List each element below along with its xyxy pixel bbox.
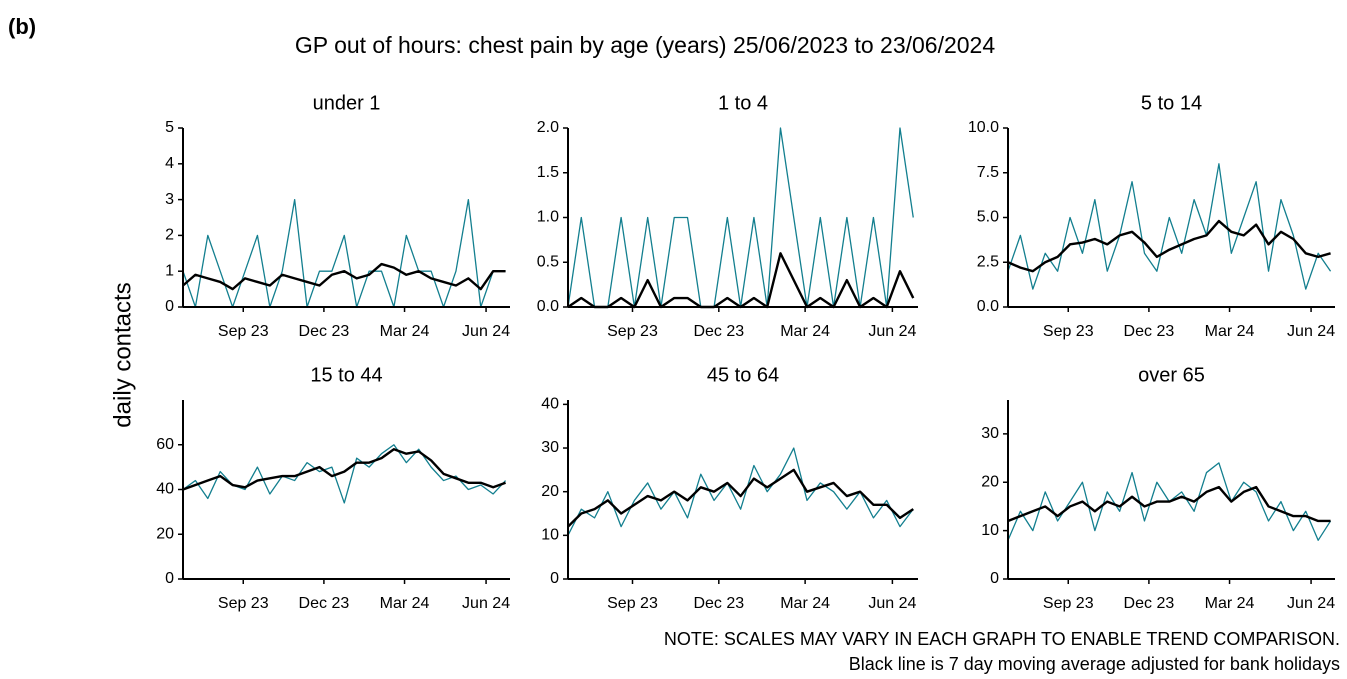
y-tick-label: 40 xyxy=(156,481,174,498)
y-tick-label: 60 xyxy=(156,436,174,453)
y-tick-label: 20 xyxy=(981,473,999,490)
x-tick-label: Mar 24 xyxy=(1205,595,1255,612)
note: NOTE: SCALES MAY VARY IN EACH GRAPH TO E… xyxy=(664,629,1340,649)
daily-line xyxy=(1007,163,1332,290)
y-tick-label: 2.5 xyxy=(977,253,999,270)
x-tick-label: Mar 24 xyxy=(380,595,430,612)
y-axis-label: daily contacts xyxy=(109,282,136,427)
x-tick-label: Dec 23 xyxy=(1124,595,1175,612)
x-tick-label: Dec 23 xyxy=(693,595,744,612)
y-tick-label: 0.0 xyxy=(977,298,999,315)
panel-title: under 1 xyxy=(313,92,381,114)
x-tick-label: Mar 24 xyxy=(780,323,830,340)
x-tick-label: Dec 23 xyxy=(299,323,350,340)
x-tick-label: Sep 23 xyxy=(607,595,658,612)
y-tick-label: 20 xyxy=(156,525,174,542)
daily-line xyxy=(182,198,506,308)
y-tick-label: 7.5 xyxy=(977,164,999,181)
panel-title: 15 to 44 xyxy=(310,364,382,386)
average-line xyxy=(182,448,506,491)
x-tick-label: Mar 24 xyxy=(780,595,830,612)
daily-line xyxy=(182,444,507,504)
note: Black line is 7 day moving average adjus… xyxy=(849,654,1340,674)
x-tick-label: Dec 23 xyxy=(299,595,350,612)
y-tick-label: 2 xyxy=(165,227,174,244)
y-tick-label: 0 xyxy=(165,570,174,587)
panel-title: 5 to 14 xyxy=(1141,92,1202,114)
y-tick-label: 20 xyxy=(541,483,559,500)
y-tick-label: 1.0 xyxy=(537,209,559,226)
y-tick-label: 10 xyxy=(981,522,999,539)
y-tick-label: 0 xyxy=(990,570,999,587)
x-tick-label: Dec 23 xyxy=(1124,323,1175,340)
y-tick-label: 10.0 xyxy=(968,119,999,136)
daily-line xyxy=(567,447,914,536)
x-tick-label: Mar 24 xyxy=(1205,323,1255,340)
y-tick-label: 1 xyxy=(165,262,174,279)
y-tick-label: 0.5 xyxy=(537,253,559,270)
x-tick-label: Mar 24 xyxy=(380,323,430,340)
x-tick-label: Sep 23 xyxy=(1043,323,1094,340)
panel-title: 1 to 4 xyxy=(718,92,768,114)
y-tick-label: 30 xyxy=(541,439,559,456)
panel-title: 45 to 64 xyxy=(707,364,779,386)
y-tick-label: 3 xyxy=(165,191,174,208)
average-line xyxy=(567,468,914,528)
y-tick-label: 4 xyxy=(165,155,174,172)
x-tick-label: Jun 24 xyxy=(1287,323,1335,340)
average-line xyxy=(182,262,506,291)
x-tick-label: Jun 24 xyxy=(462,595,510,612)
y-tick-label: 0.0 xyxy=(537,298,559,315)
daily-line xyxy=(567,127,914,308)
y-tick-label: 5 xyxy=(165,119,174,136)
y-tick-label: 5.0 xyxy=(977,209,999,226)
x-tick-label: Jun 24 xyxy=(1287,595,1335,612)
average-line xyxy=(1007,485,1331,523)
y-tick-label: 40 xyxy=(541,396,559,413)
x-tick-label: Sep 23 xyxy=(218,323,269,340)
x-tick-label: Sep 23 xyxy=(607,323,658,340)
panel-title: over 65 xyxy=(1138,364,1205,386)
figure-label: (b) xyxy=(8,14,36,39)
x-tick-label: Jun 24 xyxy=(868,323,916,340)
average-line xyxy=(1007,219,1331,273)
x-tick-label: Sep 23 xyxy=(1043,595,1094,612)
y-tick-label: 0 xyxy=(165,298,174,315)
y-tick-label: 1.5 xyxy=(537,164,559,181)
x-tick-label: Sep 23 xyxy=(218,595,269,612)
y-tick-label: 2.0 xyxy=(537,119,559,136)
x-tick-label: Jun 24 xyxy=(868,595,916,612)
y-tick-label: 30 xyxy=(981,425,999,442)
x-tick-label: Jun 24 xyxy=(462,323,510,340)
figure-title: GP out of hours: chest pain by age (year… xyxy=(295,32,995,58)
y-tick-label: 0 xyxy=(550,570,559,587)
x-tick-label: Dec 23 xyxy=(693,323,744,340)
y-tick-label: 10 xyxy=(541,527,559,544)
